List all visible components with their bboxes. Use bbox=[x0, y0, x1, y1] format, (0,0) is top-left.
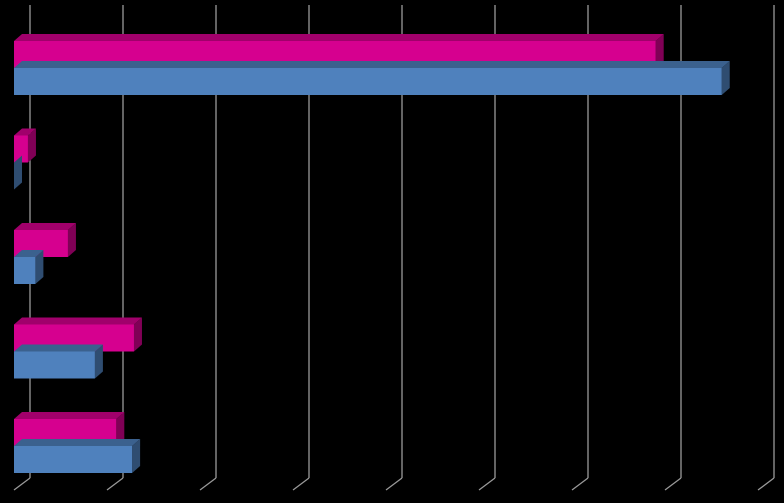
bar-front bbox=[14, 351, 95, 379]
bar bbox=[14, 250, 44, 284]
bar-side bbox=[94, 344, 103, 379]
bar-front bbox=[14, 68, 722, 95]
bar-top bbox=[14, 34, 664, 41]
grid-line-floor bbox=[13, 477, 31, 491]
bar-top bbox=[14, 439, 141, 446]
bar-top bbox=[14, 317, 142, 325]
grid-line bbox=[757, 5, 775, 491]
bar-side bbox=[133, 317, 142, 352]
bar bbox=[14, 439, 141, 473]
bar-front bbox=[14, 446, 133, 473]
bar-top bbox=[14, 128, 36, 136]
bar-side bbox=[655, 34, 664, 68]
bar bbox=[14, 61, 730, 95]
bar-side bbox=[67, 223, 76, 257]
bar bbox=[14, 128, 36, 163]
bar bbox=[14, 155, 22, 190]
bar-top bbox=[14, 412, 125, 419]
grid-line-floor bbox=[664, 477, 682, 491]
bar-side bbox=[132, 439, 141, 473]
bar-top bbox=[14, 344, 103, 352]
grid-line-floor bbox=[106, 477, 124, 491]
bar-side bbox=[27, 128, 36, 163]
bar-side bbox=[35, 250, 44, 284]
grid-line-floor bbox=[292, 477, 310, 491]
grid-line-floor bbox=[757, 477, 775, 491]
bar-front bbox=[14, 135, 28, 163]
grid-line-floor bbox=[478, 477, 496, 491]
bar bbox=[14, 223, 76, 257]
bar-side bbox=[116, 412, 125, 446]
bar-front bbox=[14, 257, 36, 284]
bar-side bbox=[721, 61, 730, 95]
grid-line-floor bbox=[385, 477, 403, 491]
grid-line-floor bbox=[199, 477, 217, 491]
bar-side bbox=[14, 155, 22, 190]
bar-top bbox=[14, 223, 76, 230]
bar-top bbox=[14, 61, 730, 68]
bar-top bbox=[14, 250, 44, 257]
bar bbox=[14, 344, 103, 379]
grid-line-floor bbox=[571, 477, 589, 491]
